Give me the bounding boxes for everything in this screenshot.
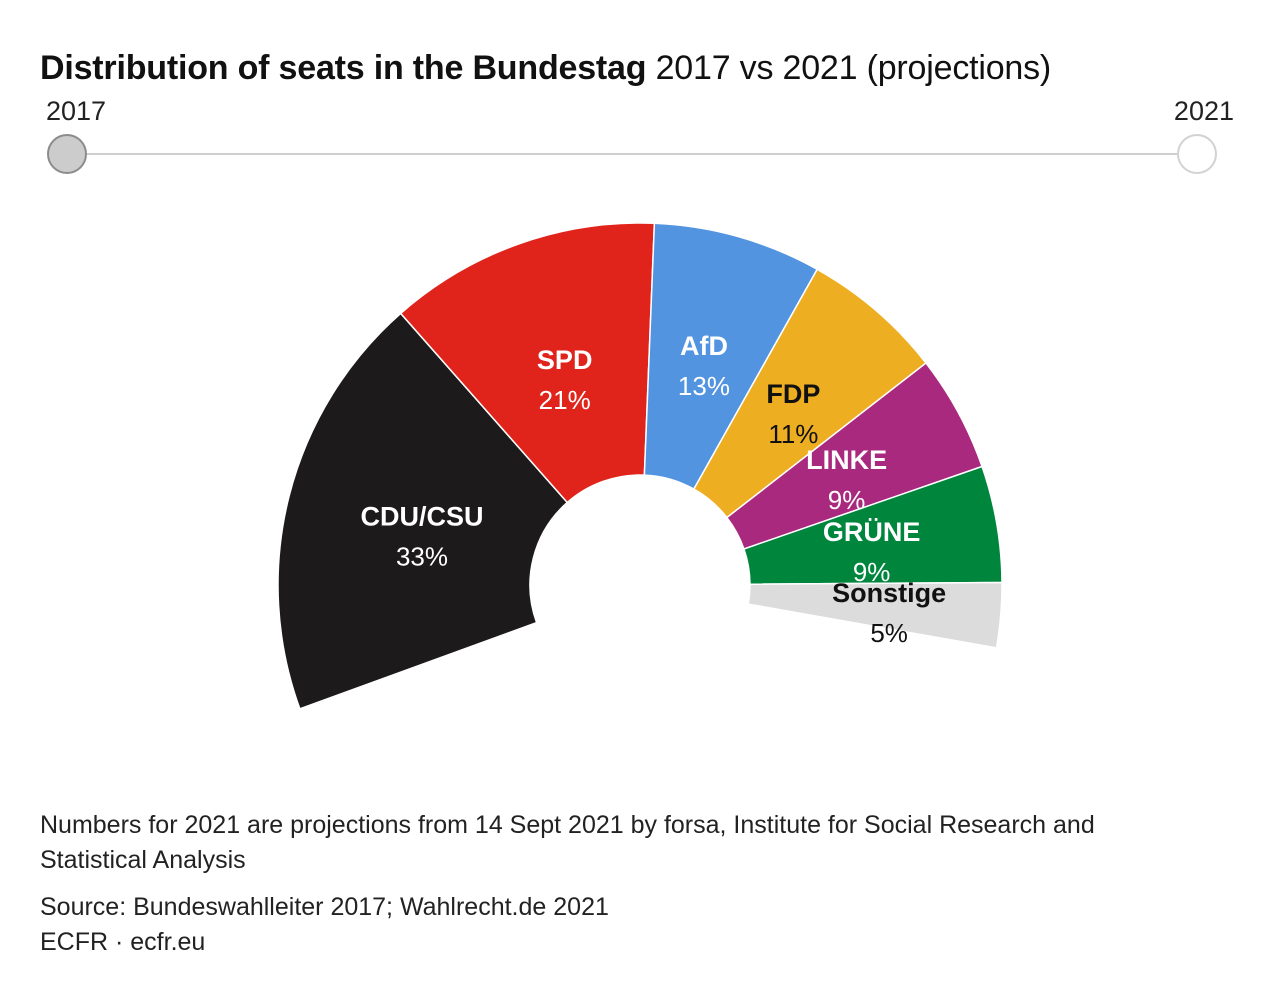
slice-name-afd: AfD <box>680 331 728 361</box>
slider-knob-2021[interactable] <box>1177 134 1217 174</box>
slice-sonstige[interactable] <box>747 581 1003 649</box>
chart-title: Distribution of seats in the Bundestag 2… <box>40 46 1051 90</box>
slice-afd[interactable] <box>643 222 819 491</box>
slice-value-sonstige: 5% <box>870 618 908 648</box>
slice-name-cdu-csu: CDU/CSU <box>360 501 483 531</box>
slider-label-2017[interactable]: 2017 <box>46 96 107 126</box>
slider-track[interactable] <box>68 153 1198 155</box>
slice-name-sonstige: Sonstige <box>832 578 946 608</box>
year-slider[interactable]: 2017 2021 <box>0 92 1280 192</box>
slice-value-fdp: 11% <box>768 419 818 449</box>
slice-name-spd: SPD <box>537 345 593 375</box>
slider-label-2021[interactable]: 2021 <box>1173 96 1234 126</box>
chart-slices <box>277 222 1003 710</box>
slice-name-grune: GRÜNE <box>823 517 921 547</box>
slice-value-grune: 9% <box>853 557 891 587</box>
slice-name-linke: LINKE <box>806 445 887 475</box>
footnote: Numbers for 2021 are projections from 14… <box>40 811 1095 874</box>
chart-title-sub: 2017 vs 2021 (projections) <box>646 49 1052 87</box>
slice-value-linke: 9% <box>828 485 866 515</box>
credit-note: ECFR · ecfr.eu <box>40 928 206 956</box>
source-note: Source: Bundeswahlleiter 2017; Wahlrecht… <box>40 893 609 921</box>
slice-value-cdu-csu: 33% <box>396 541 448 571</box>
chart-title-main: Distribution of seats in the Bundestag <box>40 49 647 87</box>
slice-value-spd: 21% <box>539 385 591 415</box>
slice-cdu-csu[interactable] <box>277 312 569 710</box>
slice-value-afd: 13% <box>678 371 730 401</box>
slice-name-fdp: FDP <box>766 379 820 409</box>
slider-knob-2017[interactable] <box>47 134 87 174</box>
slice-spd[interactable] <box>399 222 656 504</box>
